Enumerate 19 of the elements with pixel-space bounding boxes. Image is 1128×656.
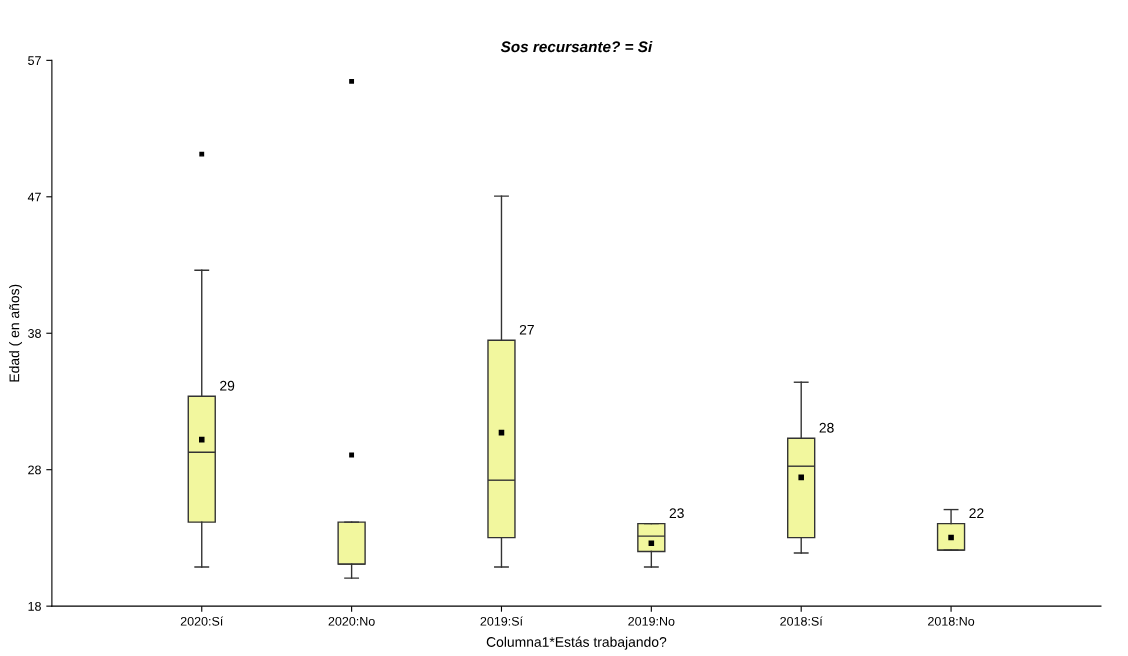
x-tick-label: 2020:No: [328, 616, 375, 626]
y-tick-label: 38: [28, 329, 41, 338]
text: 28: [819, 422, 834, 433]
x-tick-label: 2019:Sí: [480, 616, 523, 626]
y-tick-label: 47: [27, 192, 41, 202]
x-tick-label: 2018:No: [928, 616, 975, 626]
text: 22: [969, 508, 984, 518]
text: 23: [669, 508, 684, 519]
y-tick-label: 18: [28, 601, 41, 611]
text: 29: [220, 380, 235, 391]
x-tick-label: 2018:Sí: [780, 616, 823, 626]
y-tick-label: 57: [28, 56, 41, 65]
y-axis-title: Edad ( en años): [9, 284, 23, 382]
chart-title: Sos recursante? = Si: [500, 40, 653, 53]
x-tick-label: 2020:Sí: [180, 616, 224, 626]
x-axis-title: Columna1*Estás trabajando?: [486, 636, 667, 650]
x-tick-label: 2019:No: [628, 616, 675, 626]
text: 27: [519, 324, 534, 335]
y-tick-label: 28: [28, 465, 41, 475]
